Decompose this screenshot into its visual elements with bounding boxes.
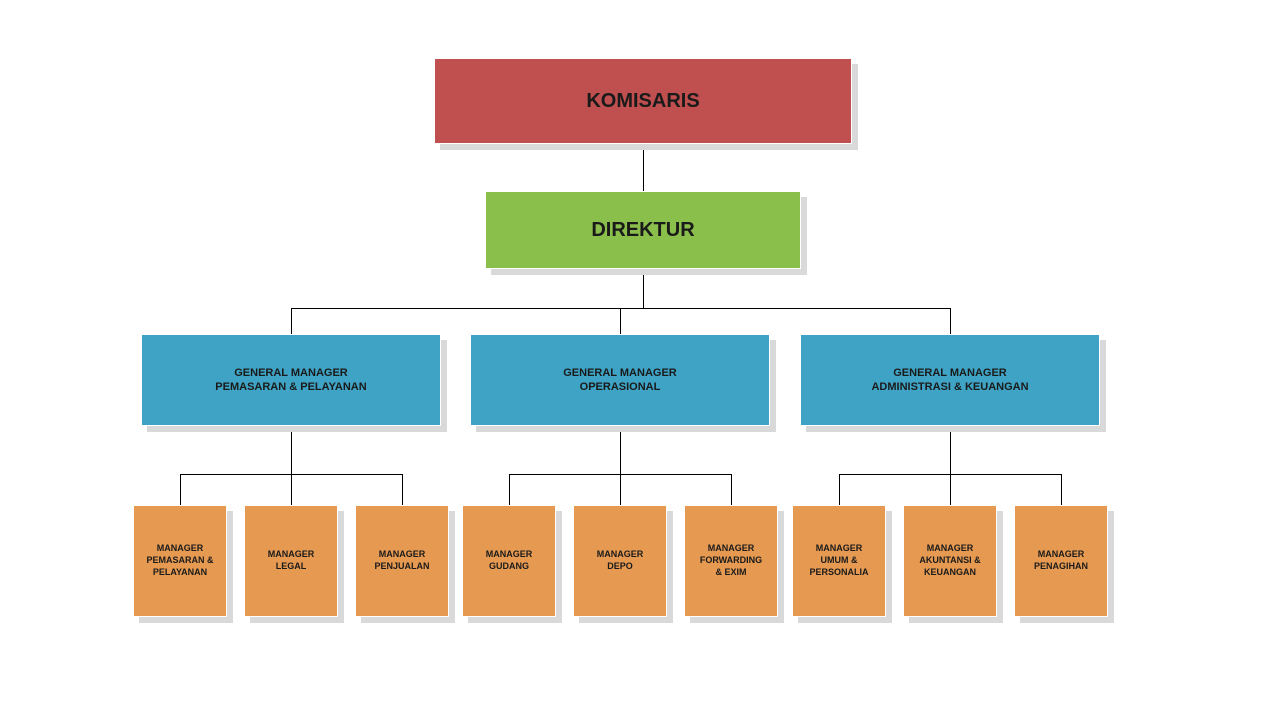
node-mgr_akuntansi: MANAGER AKUNTANSI & KEUANGAN [903,505,997,617]
connector [950,426,951,474]
node-label: MANAGER FORWARDING & EXIM [700,543,762,578]
connector [620,474,621,505]
node-label: GENERAL MANAGER ADMINISTRASI & KEUANGAN [871,366,1028,395]
node-label: GENERAL MANAGER PEMASARAN & PELAYANAN [215,366,366,395]
node-label: MANAGER PENJUALAN [374,549,429,572]
node-komisaris: KOMISARIS [434,58,852,144]
node-mgr_forwarding: MANAGER FORWARDING & EXIM [684,505,778,617]
node-label: DIREKTUR [591,217,694,243]
node-label: KOMISARIS [586,88,699,114]
connector [731,474,732,505]
connector [620,426,621,474]
node-label: GENERAL MANAGER OPERASIONAL [563,366,676,395]
node-gm_pemasaran: GENERAL MANAGER PEMASARAN & PELAYANAN [141,334,441,426]
node-mgr_pemasaran: MANAGER PEMASARAN & PELAYANAN [133,505,227,617]
connector [950,474,951,505]
node-label: MANAGER PENAGIHAN [1034,549,1088,572]
connector [950,308,951,334]
connector [643,144,644,191]
node-label: MANAGER DEPO [597,549,644,572]
node-label: MANAGER GUDANG [486,549,533,572]
org-chart: KOMISARIS DIREKTUR GENERAL MANAGER PEMASAR… [0,0,1280,720]
node-label: MANAGER AKUNTANSI & KEUANGAN [919,543,980,578]
node-label: MANAGER UMUM & PERSONALIA [809,543,868,578]
node-mgr_depo: MANAGER DEPO [573,505,667,617]
node-label: MANAGER LEGAL [268,549,315,572]
connector [291,474,292,505]
node-mgr_gudang: MANAGER GUDANG [462,505,556,617]
connector [291,426,292,474]
connector [1061,474,1062,505]
connector [509,474,510,505]
node-direktur: DIREKTUR [485,191,801,269]
node-mgr_legal: MANAGER LEGAL [244,505,338,617]
connector [291,308,292,334]
connector [839,474,840,505]
node-label: MANAGER PEMASARAN & PELAYANAN [146,543,213,578]
connector [180,474,181,505]
connector [620,308,621,334]
node-mgr_penjualan: MANAGER PENJUALAN [355,505,449,617]
connector [291,308,950,309]
connector [402,474,403,505]
node-mgr_penagihan: MANAGER PENAGIHAN [1014,505,1108,617]
node-gm_operasional: GENERAL MANAGER OPERASIONAL [470,334,770,426]
node-mgr_umum: MANAGER UMUM & PERSONALIA [792,505,886,617]
node-gm_admin: GENERAL MANAGER ADMINISTRASI & KEUANGAN [800,334,1100,426]
